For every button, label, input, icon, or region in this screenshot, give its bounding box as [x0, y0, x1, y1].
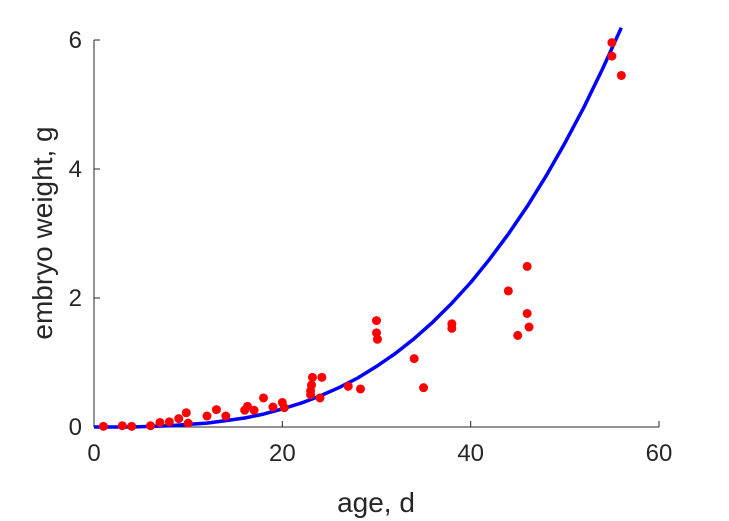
- data-point: [155, 417, 165, 427]
- data-point: [307, 380, 317, 390]
- data-point: [174, 414, 184, 424]
- data-point: [419, 383, 429, 393]
- data-point: [343, 381, 353, 391]
- x-tick-label: 0: [87, 440, 100, 467]
- data-point: [503, 286, 513, 296]
- data-point: [211, 405, 221, 415]
- y-tick-label: 4: [69, 156, 82, 183]
- data-point: [372, 334, 382, 344]
- data-point: [616, 70, 626, 80]
- x-axis-title: age, d: [337, 487, 415, 518]
- data-point: [524, 322, 534, 332]
- data-point: [279, 403, 289, 413]
- data-point: [202, 411, 212, 421]
- data-point: [127, 421, 137, 431]
- data-point: [522, 308, 532, 318]
- data-point: [315, 393, 325, 403]
- data-point: [607, 51, 617, 61]
- data-point: [117, 421, 127, 431]
- y-tick-label: 2: [69, 285, 82, 312]
- x-tick-label: 60: [646, 440, 673, 467]
- data-point: [372, 316, 381, 326]
- data-point: [242, 401, 252, 411]
- data-point: [221, 411, 231, 421]
- y-axis-title: embryo weight, g: [27, 126, 58, 339]
- data-point: [522, 261, 532, 271]
- data-point: [259, 393, 268, 403]
- data-point: [607, 38, 617, 48]
- data-point: [98, 421, 108, 431]
- data-point: [164, 417, 174, 427]
- data-point: [307, 372, 317, 382]
- fit-curve: [94, 26, 623, 429]
- data-point: [249, 405, 259, 415]
- y-tick-label: 6: [69, 27, 82, 54]
- x-tick-label: 20: [269, 440, 296, 467]
- x-tick-label: 40: [457, 440, 484, 467]
- data-point: [355, 384, 365, 394]
- data-point: [513, 330, 523, 340]
- data-point: [447, 323, 457, 333]
- plot-marks: [94, 26, 626, 431]
- data-point: [181, 408, 191, 418]
- axes: 0 20 40 60 0 2 4 6: [69, 27, 673, 467]
- y-tick-label: 0: [69, 414, 82, 441]
- data-point: [146, 421, 155, 431]
- data-point: [268, 402, 278, 412]
- data-point: [183, 418, 193, 428]
- data-point: [317, 372, 327, 382]
- data-point: [409, 354, 419, 364]
